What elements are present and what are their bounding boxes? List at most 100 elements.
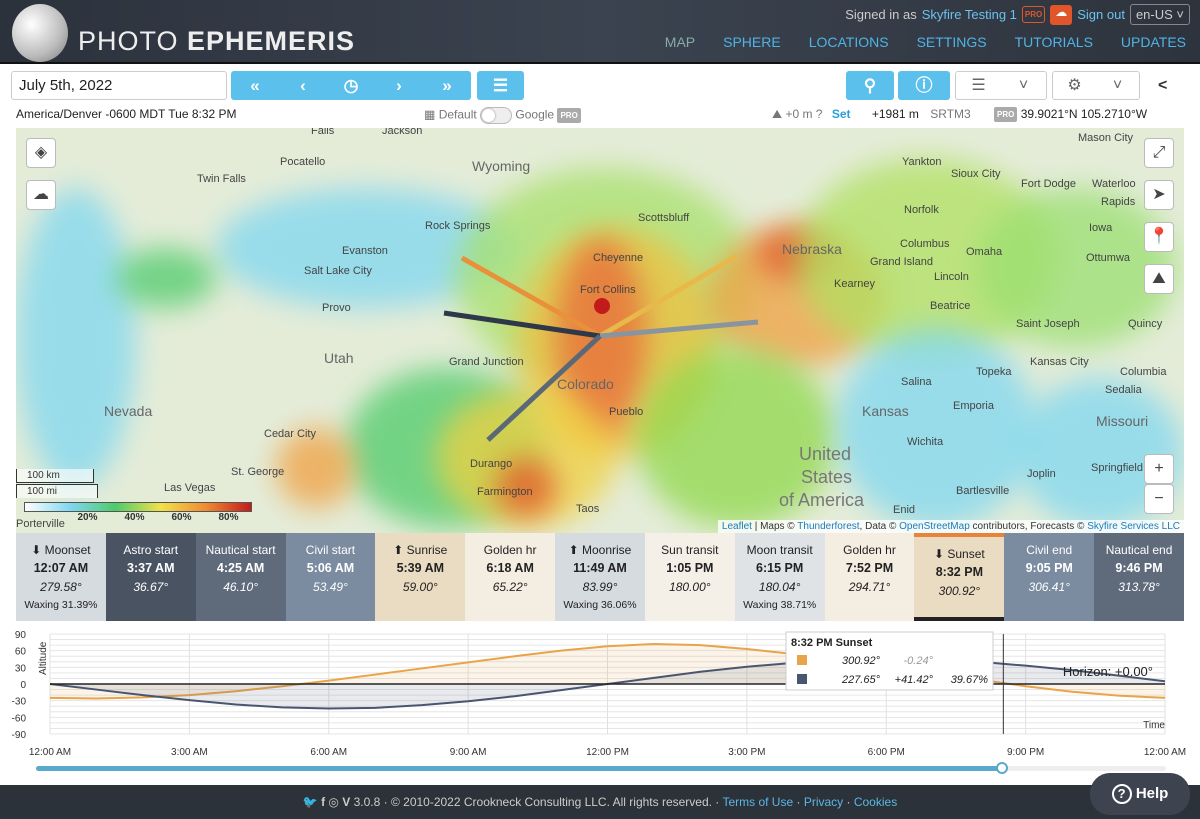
event-phase: Waxing 31.39% xyxy=(24,599,98,611)
map-google-label: Google xyxy=(515,107,555,122)
terms-link[interactable]: Terms of Use xyxy=(722,795,794,809)
nav-locations[interactable]: LOCATIONS xyxy=(808,34,889,50)
next-step-button[interactable]: › xyxy=(396,76,402,95)
event-azimuth: 83.99° xyxy=(582,580,618,594)
locate-icon[interactable]: ➤ xyxy=(1144,180,1174,210)
height-icon: ⛰ xyxy=(772,107,783,121)
event-label: Sun transit xyxy=(661,543,719,557)
x-tick-label: 9:00 AM xyxy=(450,747,487,758)
event-cell[interactable]: Nautical start 4:25 AM 46.10° xyxy=(195,533,286,621)
event-cell[interactable]: Civil start 5:06 AM 53.49° xyxy=(285,533,376,621)
prev-day-button[interactable]: « xyxy=(250,76,260,95)
gear-icon[interactable]: ⚙ xyxy=(1067,77,1082,94)
azimuth-lines xyxy=(443,253,759,442)
event-time: 1:05 PM xyxy=(666,561,714,575)
facebook-icon[interactable]: f xyxy=(321,795,326,809)
help-icon[interactable]: ? xyxy=(815,107,823,121)
layers-icon[interactable]: ◈ xyxy=(26,138,56,168)
nav-updates[interactable]: UPDATES xyxy=(1120,34,1186,50)
osm-link[interactable]: OpenStreetMap xyxy=(899,521,970,532)
chevron-down-icon[interactable]: ˅ xyxy=(1018,77,1029,94)
timeline-slider[interactable] xyxy=(36,762,1166,774)
map-label: Taos xyxy=(576,503,600,515)
set-height-link[interactable]: Set xyxy=(831,107,851,121)
event-cell[interactable]: Moon transit 6:15 PM 180.04° Waxing 38.71% xyxy=(734,533,825,621)
event-cell[interactable]: Sun transit 1:05 PM 180.00° xyxy=(644,533,735,621)
now-clock-button[interactable]: ◷ xyxy=(343,76,359,95)
vimeo-icon[interactable]: V xyxy=(342,795,351,809)
logo[interactable]: PHOTO EPHEMERIS xyxy=(78,26,356,56)
event-time: 9:05 PM xyxy=(1025,561,1073,575)
event-cell[interactable]: ⬆ Sunrise 5:39 AM 59.00° xyxy=(375,533,466,621)
altitude-chart[interactable]: 12:00 AM 3:00 AM 6:00 AM 9:00 AM 12:00 PM 3:0… xyxy=(0,625,1200,765)
user-link[interactable]: Skyfire Testing 1 xyxy=(921,7,1017,22)
help-button[interactable]: ? Help xyxy=(1090,773,1190,815)
nav-tutorials[interactable]: TUTORIALS xyxy=(1014,34,1093,50)
map-label: Evanston xyxy=(342,245,388,257)
map-label: Porterville xyxy=(16,518,65,530)
event-cell[interactable]: Civil end 9:05 PM 306.41° xyxy=(1004,533,1095,621)
map-label: Durango xyxy=(470,458,513,470)
date-input[interactable]: July 5th, 2022 xyxy=(11,71,227,100)
timeline-handle[interactable] xyxy=(996,762,1009,774)
copyright: 3.0.8 · © 2010-2022 Crookneck Consulting… xyxy=(353,795,720,809)
event-cell[interactable]: ⬆ Moonrise 11:49 AM 83.99° Waxing 36.06% xyxy=(555,533,645,621)
cookies-link[interactable]: Cookies xyxy=(853,795,898,809)
instagram-icon[interactable]: ◎ xyxy=(328,795,339,809)
event-azimuth: 279.58° xyxy=(40,580,82,594)
location-pin-icon[interactable] xyxy=(594,298,610,314)
thunderforest-link[interactable]: Thunderforest xyxy=(797,521,860,532)
skyfire-cloud-icon[interactable]: ☁ xyxy=(1050,4,1073,25)
share-icon[interactable]: < xyxy=(1158,77,1168,94)
map-label: Kansas City xyxy=(1030,356,1089,368)
event-cell[interactable]: Astro start 3:37 AM 36.67° xyxy=(105,533,196,621)
list-icon[interactable]: ☰ xyxy=(492,76,509,95)
event-time: 3:37 AM xyxy=(127,561,175,575)
pin-icon[interactable]: 📍 xyxy=(1144,222,1174,252)
event-azimuth: 180.00° xyxy=(669,580,711,594)
height-value[interactable]: +0 m xyxy=(785,107,813,121)
event-azimuth: 65.22° xyxy=(492,580,528,594)
event-azimuth: 313.78° xyxy=(1118,580,1160,594)
time-icon[interactable]: ⓘ xyxy=(915,76,933,95)
map-label: Columbia xyxy=(1120,366,1167,378)
skyfire-link[interactable]: Skyfire Services LLC xyxy=(1087,521,1180,532)
terrain-icon[interactable]: ⛰ xyxy=(1144,264,1174,294)
map-label: Cedar City xyxy=(264,428,316,440)
map-label: Missouri xyxy=(1096,413,1149,429)
nav-sphere[interactable]: SPHERE xyxy=(723,34,781,50)
event-cell[interactable]: Golden hr 6:18 AM 65.22° xyxy=(465,533,556,621)
coordinates[interactable]: 39.9021°N 105.2710°W xyxy=(1020,107,1148,121)
y-tick-label: -90 xyxy=(12,730,27,741)
cloud-icon[interactable]: ☁ xyxy=(26,180,56,210)
layers-menu-icon[interactable]: ☰ xyxy=(971,77,986,94)
map-label: Pocatello xyxy=(280,156,326,168)
event-label: Astro start xyxy=(123,543,179,557)
next-day-button[interactable]: » xyxy=(442,76,452,95)
event-azimuth: 294.71° xyxy=(848,580,891,594)
search-icon[interactable]: ⚲ xyxy=(863,76,877,95)
nav-settings[interactable]: SETTINGS xyxy=(916,34,987,50)
chevron-down-icon[interactable]: ˅ xyxy=(1112,77,1123,94)
map-label: Scottsbluff xyxy=(638,212,690,224)
twitter-icon[interactable]: 🐦 xyxy=(302,795,318,809)
map-type-toggle[interactable] xyxy=(480,107,513,124)
azimuth-line xyxy=(599,319,759,339)
privacy-link[interactable]: Privacy xyxy=(803,795,844,809)
zoom-out-button[interactable]: − xyxy=(1144,484,1174,514)
event-cell[interactable]: Nautical end 9:46 PM 313.78° xyxy=(1094,533,1184,621)
event-label: Nautical end xyxy=(1105,543,1173,557)
sign-out-link[interactable]: Sign out xyxy=(1077,7,1125,22)
map-label: Norfolk xyxy=(904,204,939,216)
event-cell[interactable]: ⬇ Sunset 8:32 PM 300.92° xyxy=(914,533,1005,621)
zoom-in-button[interactable]: + xyxy=(1144,454,1174,484)
nav-map[interactable]: MAP xyxy=(664,34,696,50)
event-cell[interactable]: ⬇ Moonset 12:07 AM 279.58° Waxing 31.39% xyxy=(16,533,106,621)
map[interactable]: Wyoming Nebraska Colorado Utah Nevada Kansas M… xyxy=(16,128,1184,533)
fullscreen-icon[interactable]: ⤢ xyxy=(1144,138,1174,168)
prev-step-button[interactable]: ‹ xyxy=(300,76,306,95)
language-select[interactable]: en-US ˅ xyxy=(1129,4,1190,25)
leaflet-link[interactable]: Leaflet xyxy=(721,521,752,532)
app-header: PHOTO EPHEMERIS Signed in as Skyfire Tes… xyxy=(0,0,1200,64)
event-cell[interactable]: Golden hr 7:52 PM 294.71° xyxy=(824,533,915,621)
